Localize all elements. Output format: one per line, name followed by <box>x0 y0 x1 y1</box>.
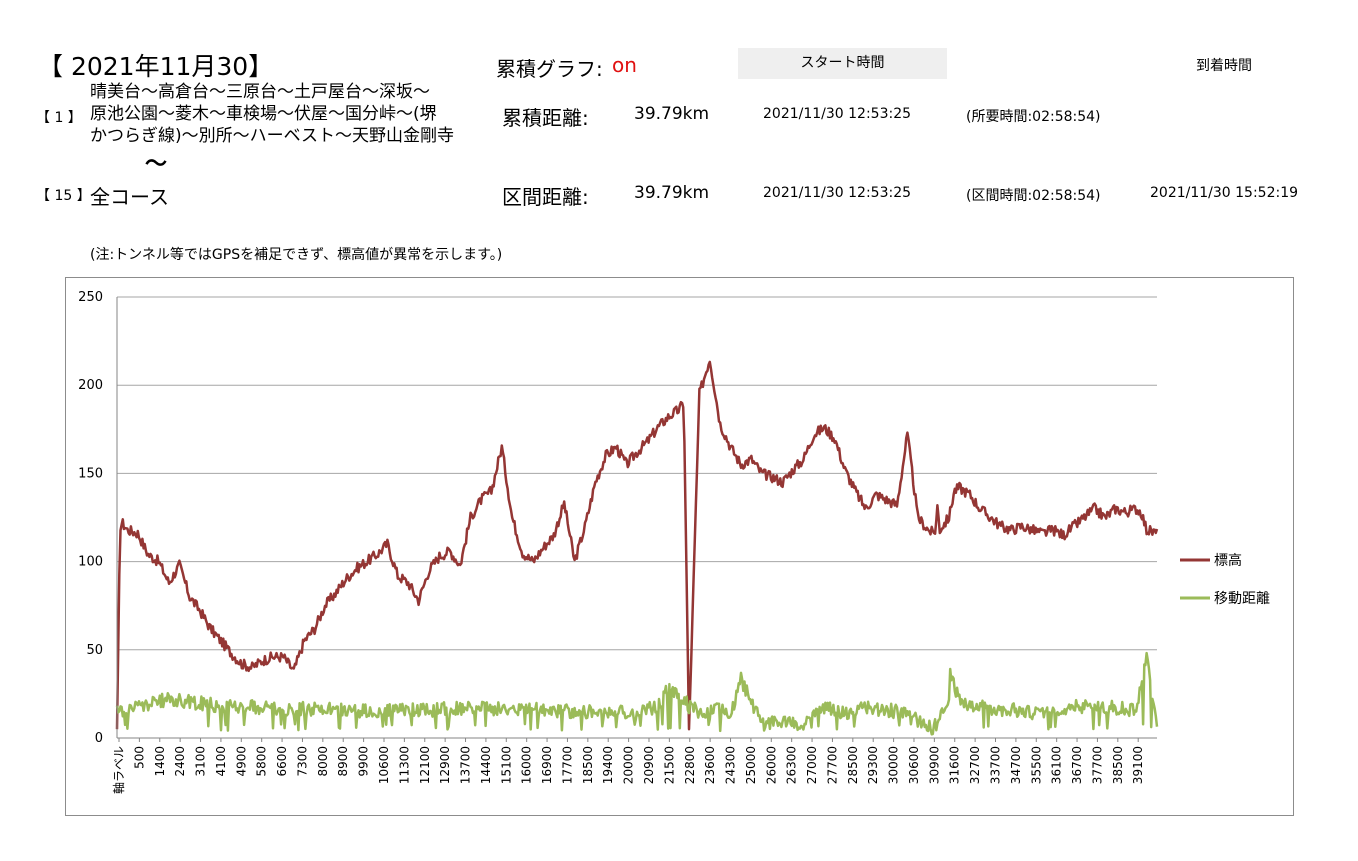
x-tick-label: 14400 <box>479 746 493 784</box>
cumulative-start-time: 2021/11/30 12:53:25 <box>763 106 912 122</box>
arrival-time-header: 到着時間 <box>1196 58 1252 74</box>
course-index: 【 15 】 <box>36 188 91 204</box>
x-tick-label: 38500 <box>1111 746 1125 784</box>
x-tick-label: 3100 <box>194 746 208 777</box>
y-tick-label: 50 <box>86 643 103 658</box>
x-tick-label: 36700 <box>1070 746 1084 784</box>
x-tick-label: 33700 <box>989 746 1003 784</box>
x-tick-label: 2400 <box>173 746 187 777</box>
y-tick-label: 200 <box>78 378 103 393</box>
section-start-time: 2021/11/30 12:53:25 <box>763 185 912 201</box>
x-tick-label: 7300 <box>295 746 309 777</box>
x-tick-label: 6600 <box>275 746 289 777</box>
x-tick-label: 9900 <box>357 746 371 777</box>
section-distance-value: 39.79km <box>634 183 710 203</box>
x-tick-label: 21500 <box>662 746 676 784</box>
x-tick-label: 30900 <box>927 746 941 784</box>
cumulative-graph-value[interactable]: on <box>612 53 637 77</box>
x-tick-label: 29300 <box>866 746 880 784</box>
chart-frame <box>65 277 1294 816</box>
x-tick-label: 5800 <box>255 746 269 777</box>
x-tick-label: 35500 <box>1029 746 1043 784</box>
route-index: 【 1 】 <box>36 110 82 126</box>
x-tick-label: 34700 <box>1009 746 1023 784</box>
x-tick-label: 39100 <box>1131 746 1145 784</box>
route-tilde: 〜 <box>145 152 168 177</box>
x-tick-label: 26000 <box>764 746 778 784</box>
x-tick-label: 18500 <box>581 746 595 784</box>
x-tick-label: 25000 <box>744 746 758 784</box>
cumulative-distance-value: 39.79km <box>634 104 710 124</box>
x-tick-label: 12100 <box>418 746 432 784</box>
x-tick-label: 12900 <box>438 746 452 784</box>
x-tick-label: 27700 <box>825 746 839 784</box>
y-tick-label: 100 <box>78 555 103 570</box>
route-line-3: かつらぎ線)～別所～ハーベスト～天野山金剛寺 <box>90 126 454 146</box>
gps-note: (注:トンネル等ではGPSを補足できず、標高値が異常を示します。) <box>90 247 503 263</box>
series-line-distance <box>115 651 1159 736</box>
x-tick-label: 13700 <box>459 746 473 784</box>
route-line-1: 晴美台～高倉台～三原台～土戸屋台～深坂～ <box>90 82 430 102</box>
x-tick-label: 30000 <box>887 746 901 784</box>
x-tick-label: 16000 <box>520 746 534 784</box>
x-tick-label: 4900 <box>234 746 248 777</box>
x-tick-label: 27000 <box>805 746 819 784</box>
cumulative-graph-label: 累積グラフ: <box>496 57 603 81</box>
route-line-2: 原池公園～菱木～車検場～伏屋～国分峠～(堺 <box>90 104 437 124</box>
x-tick-label: 16900 <box>540 746 554 784</box>
x-tick-label: 31600 <box>948 746 962 784</box>
x-tick-label: 30600 <box>907 746 921 784</box>
x-tick-label: 15100 <box>499 746 513 784</box>
course-name: 全コース <box>90 185 169 209</box>
start-time-header: スタート時間 <box>738 48 947 79</box>
legend-label: 移動距離 <box>1214 590 1270 607</box>
x-tick-label: 36100 <box>1050 746 1064 784</box>
x-tick-label: 32700 <box>968 746 982 784</box>
legend-label: 標高 <box>1214 552 1242 569</box>
x-tick-label: 20000 <box>622 746 636 784</box>
x-tick-label: 23600 <box>703 746 717 784</box>
x-tick-label: 28500 <box>846 746 860 784</box>
series-line-elevation <box>115 360 1159 731</box>
section-distance-label: 区間距離: <box>502 185 589 209</box>
section-time: (区間時間:02:58:54) <box>966 188 1101 204</box>
y-tick-label: 250 <box>78 290 103 305</box>
x-tick-label: 24300 <box>724 746 738 784</box>
x-tick-label: 11300 <box>397 746 411 784</box>
x-tick-label: 1400 <box>153 746 167 777</box>
x-tick-label: 19400 <box>601 746 615 784</box>
x-tick-label: 10600 <box>377 746 391 784</box>
x-tick-label: 17700 <box>560 746 574 784</box>
x-tick-label: 軸ラベル <box>112 746 126 794</box>
arrival-time: 2021/11/30 15:52:19 <box>1150 185 1299 201</box>
y-tick-label: 0 <box>95 731 103 746</box>
required-time: (所要時間:02:58:54) <box>966 109 1101 125</box>
x-tick-label: 20900 <box>642 746 656 784</box>
x-tick-label: 8900 <box>336 746 350 777</box>
x-tick-label: 500 <box>132 746 146 769</box>
x-tick-label: 8000 <box>316 746 330 777</box>
y-tick-label: 150 <box>78 466 103 481</box>
x-tick-label: 4100 <box>214 746 228 777</box>
date-title: 【 2021年11月30】 <box>38 52 274 81</box>
x-tick-label: 26300 <box>785 746 799 784</box>
x-tick-label: 37700 <box>1090 746 1104 784</box>
cumulative-distance-label: 累積距離: <box>502 106 589 130</box>
x-tick-label: 22800 <box>683 746 697 784</box>
